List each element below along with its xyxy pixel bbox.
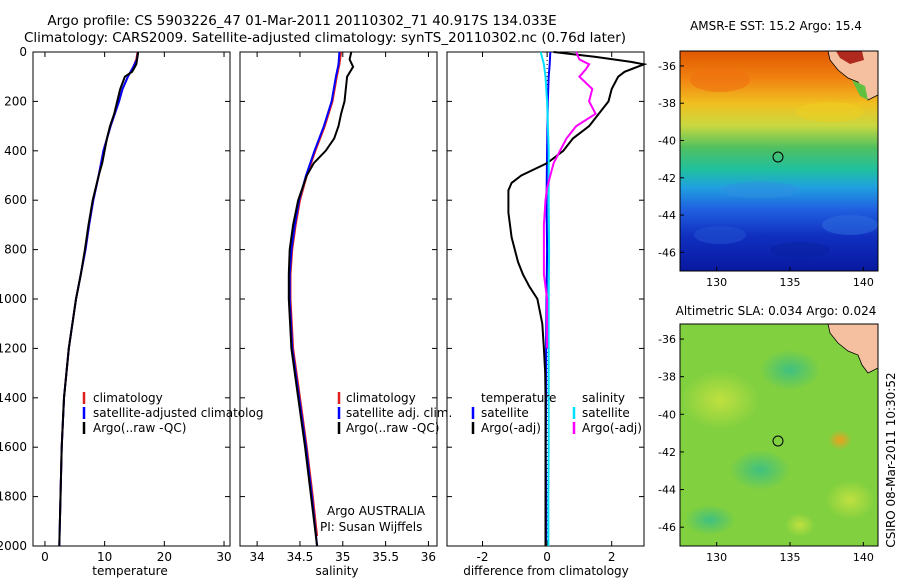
map-y-tick-label: -44 (658, 484, 676, 497)
depth-tick-label: 1600 (0, 440, 27, 454)
sla-argo-position-marker (772, 435, 784, 447)
legend-temperature-title: temperature (481, 391, 556, 405)
series-line-satellite-adjusted-climatolog (58, 51, 140, 547)
map-y-tick-label: -36 (658, 333, 676, 346)
map-y-tick-label: -40 (658, 408, 676, 421)
map-y-tick-label: -42 (658, 172, 676, 185)
legend-sal-argo: Argo(..raw -QC) (346, 421, 439, 435)
x-tick-label: 20 (157, 550, 172, 564)
salinity-panel: 34 34.5 35 35.5 36 (239, 51, 438, 564)
x-tick-label: 0 (543, 550, 551, 564)
sla-map-title: Altimetric SLA: 0.034 Argo: 0.024 (676, 304, 877, 318)
depth-tick-label: 0 (19, 45, 27, 59)
credit-text: CSIRO 08-Mar-2011 10:30:52 (884, 372, 898, 547)
map-x-tick-label: 130 (706, 276, 727, 289)
legend-sal-satellite: satellite adj. clim. (346, 406, 452, 420)
x-tick-label: -2 (477, 550, 489, 564)
sla-map (679, 323, 879, 547)
difference-panel: -2 0 2 (446, 51, 648, 564)
depth-tick-label: 2000 (0, 539, 27, 553)
x-tick-label: 2 (608, 550, 616, 564)
depth-tick-label: 1000 (0, 292, 27, 306)
argo-program-note: Argo AUSTRALIA (327, 504, 426, 518)
depth-tick-label: 200 (4, 94, 27, 108)
map-y-tick-label: -46 (658, 521, 676, 534)
sst-argo-position-marker (772, 151, 784, 163)
temperature-legend: climatology satellite-adjusted climatolo… (82, 391, 263, 435)
legend-climatology: climatology (93, 391, 163, 405)
pi-note: PI: Susan Wijffels (320, 520, 422, 534)
temperature-panel: 0 10 20 30 (32, 51, 232, 564)
difference-xlabel: difference from climatology (463, 564, 629, 578)
series-line-climatology (289, 51, 343, 537)
legend-satellite-adjusted: satellite-adjusted climatolog (93, 406, 263, 420)
depth-tick-label: 1400 (0, 391, 27, 405)
map-y-tick-label: -44 (658, 209, 676, 222)
x-tick-label: 10 (97, 550, 112, 564)
legend-sal-climatology: climatology (346, 391, 416, 405)
series-line-satellite-adj-clim- (288, 51, 341, 547)
map-x-tick-label: 135 (780, 276, 801, 289)
map-x-tick-label: 130 (706, 551, 727, 564)
x-tick-label: 35 (335, 550, 350, 564)
legend-salinity-title: salinity (582, 391, 625, 405)
x-tick-label: 36 (421, 550, 436, 564)
legend-temp-argo: Argo(-adj) (481, 421, 541, 435)
map-x-tick-label: 135 (780, 551, 801, 564)
map-x-tick-label: 140 (853, 551, 874, 564)
salinity-xlabel: salinity (315, 564, 358, 578)
series-line-argo-raw-qc- (287, 51, 355, 547)
legend-argo: Argo(..raw -QC) (93, 421, 186, 435)
sst-map-title: AMSR-E SST: 15.2 Argo: 15.4 (690, 19, 862, 33)
legend-sal-satellite-diff: satellite (582, 406, 630, 420)
title-line-1: Argo profile: CS 5903226_47 01-Mar-2011 … (47, 13, 556, 29)
temperature-xlabel: temperature (92, 564, 167, 578)
series-line-satellite (539, 51, 551, 546)
depth-tick-label: 400 (4, 144, 27, 158)
x-tick-label: 35.5 (372, 550, 399, 564)
map-y-tick-label: -40 (658, 134, 676, 147)
map-y-tick-label: -36 (658, 60, 676, 73)
x-tick-label: 30 (216, 550, 231, 564)
series-line-argo-adj- (542, 51, 597, 349)
series-line-argo-raw-qc- (58, 51, 140, 547)
salinity-legend: climatology satellite adj. clim. Argo(..… (337, 391, 452, 435)
map-y-tick-label: -46 (658, 246, 676, 259)
map-y-tick-label: -38 (658, 97, 676, 110)
x-tick-label: 34.5 (287, 550, 314, 564)
series-line-climatology (58, 51, 139, 522)
depth-tick-label: 1200 (0, 341, 27, 355)
map-y-tick-label: -38 (658, 371, 676, 384)
x-tick-label: 34 (249, 550, 264, 564)
x-tick-label: 0 (41, 550, 49, 564)
map-y-tick-label: -42 (658, 446, 676, 459)
sst-map (679, 50, 879, 272)
map-x-tick-label: 140 (853, 276, 874, 289)
map-axes: -36 -38 -40 -42 -44 -46 130 135 140 -36 -38 -40 -42 -… (658, 60, 874, 564)
legend-sal-argo-diff: Argo(-adj) (582, 421, 642, 435)
series-line-argo-adj- (507, 51, 648, 546)
title-line-2: Climatology: CARS2009. Satellite-adjuste… (24, 30, 626, 46)
depth-tick-label: 600 (4, 193, 27, 207)
depth-tick-label: 1800 (0, 490, 27, 504)
depth-axis: 0 200 400 600 800 1000 1200 1400 1600 1800 2000 (0, 45, 27, 553)
difference-legend: temperature satellite Argo(-adj) salinit… (471, 391, 642, 435)
depth-tick-label: 800 (4, 243, 27, 257)
legend-temp-satellite: satellite (481, 406, 529, 420)
